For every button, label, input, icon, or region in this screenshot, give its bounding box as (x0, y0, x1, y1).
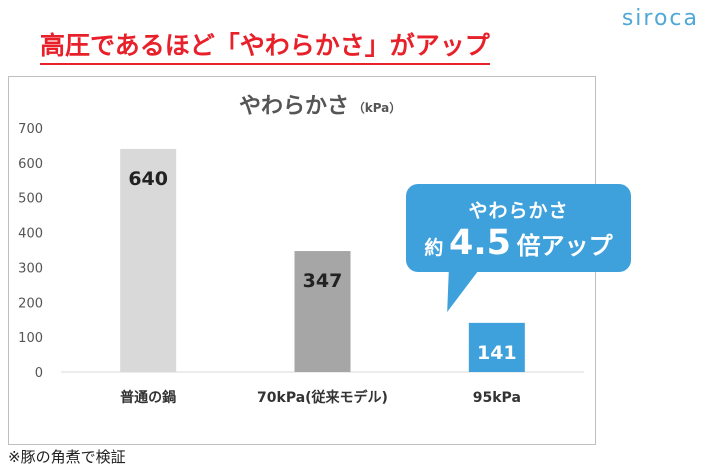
chart-title: やわらかさ (239, 94, 349, 119)
callout-suffix: 倍アップ (516, 232, 613, 260)
y-tick-label: 400 (18, 227, 43, 242)
x-tick-label: 普通の鍋 (120, 389, 176, 406)
y-tick-label: 700 (18, 122, 43, 137)
chart-unit: （kPa） (353, 100, 402, 115)
bar (468, 322, 525, 372)
y-tick-label: 0 (35, 366, 43, 381)
callout-line2: 約 4.5 倍アップ (406, 223, 631, 263)
footnote: ※豚の角煮で検証 (8, 448, 126, 466)
y-tick-label: 500 (18, 192, 43, 207)
callout-bubble: やわらかさ 約 4.5 倍アップ (406, 184, 631, 272)
y-tick-label: 200 (18, 296, 43, 311)
y-tick-label: 600 (18, 157, 43, 172)
x-tick-label: 70kPa(従来モデル) (257, 389, 388, 406)
callout-value: 4.5 (449, 223, 512, 263)
data-label: 640 (128, 168, 168, 190)
brand-logo: siroca (621, 6, 699, 31)
callout-prefix: 約 (424, 237, 444, 259)
callout-line1: やわらかさ (468, 200, 569, 222)
x-tick-label: 95kPa (473, 390, 521, 406)
page-headline: 高圧であるほど「やわらかさ」がアップ (40, 26, 490, 65)
data-label: 141 (477, 342, 517, 364)
data-label: 347 (303, 270, 343, 292)
y-tick-label: 300 (18, 261, 43, 276)
bar (120, 148, 177, 372)
bar (294, 251, 351, 372)
bar-chart: やわらかさ （kPa） 0 100 200 300 400 500 600 700 640 普通の鍋 3… (18, 94, 584, 406)
y-tick-label: 100 (18, 331, 43, 346)
